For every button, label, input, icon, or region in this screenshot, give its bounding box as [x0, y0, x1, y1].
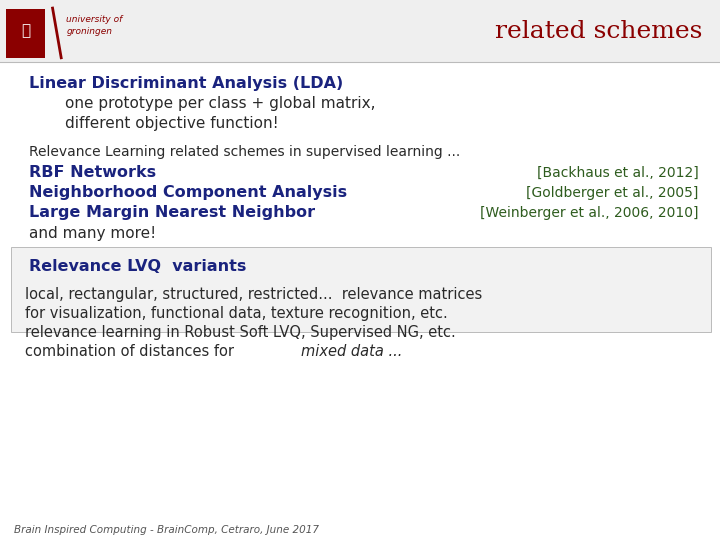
FancyBboxPatch shape [0, 0, 720, 62]
Text: related schemes: related schemes [495, 19, 702, 43]
Text: local, rectangular, structured, restricted...  relevance matrices: local, rectangular, structured, restrict… [25, 287, 482, 302]
Text: Relevance Learning related schemes in supervised learning ...: Relevance Learning related schemes in su… [29, 145, 460, 159]
Text: [Backhaus et al., 2012]: [Backhaus et al., 2012] [536, 166, 698, 180]
FancyBboxPatch shape [11, 247, 711, 332]
Text: Neighborhood Component Analysis: Neighborhood Component Analysis [29, 185, 347, 200]
Text: Brain Inspired Computing - BrainComp, Cetraro, June 2017: Brain Inspired Computing - BrainComp, Ce… [14, 525, 320, 535]
Text: combination of distances for: combination of distances for [25, 343, 239, 359]
Text: [Weinberger et al., 2006, 2010]: [Weinberger et al., 2006, 2010] [480, 206, 698, 220]
Text: one prototype per class + global matrix,: one prototype per class + global matrix, [65, 96, 375, 111]
Text: Large Margin Nearest Neighbor: Large Margin Nearest Neighbor [29, 205, 315, 220]
Text: for visualization, functional data, texture recognition, etc.: for visualization, functional data, text… [25, 306, 448, 321]
Text: [Goldberger et al., 2005]: [Goldberger et al., 2005] [526, 186, 698, 200]
Text: relevance learning in Robust Soft LVQ, Supervised NG, etc.: relevance learning in Robust Soft LVQ, S… [25, 325, 456, 340]
Text: Linear Discriminant Analysis (LDA): Linear Discriminant Analysis (LDA) [29, 76, 343, 91]
Text: Relevance LVQ  variants: Relevance LVQ variants [29, 259, 246, 274]
Text: RBF Networks: RBF Networks [29, 165, 156, 180]
Text: different objective function!: different objective function! [65, 116, 279, 131]
Text: groningen: groningen [66, 27, 112, 36]
Text: 🦅: 🦅 [21, 23, 30, 38]
FancyBboxPatch shape [6, 9, 45, 58]
Text: university of: university of [66, 16, 122, 24]
Text: mixed data ...: mixed data ... [301, 343, 402, 359]
Text: and many more!: and many more! [29, 226, 156, 241]
